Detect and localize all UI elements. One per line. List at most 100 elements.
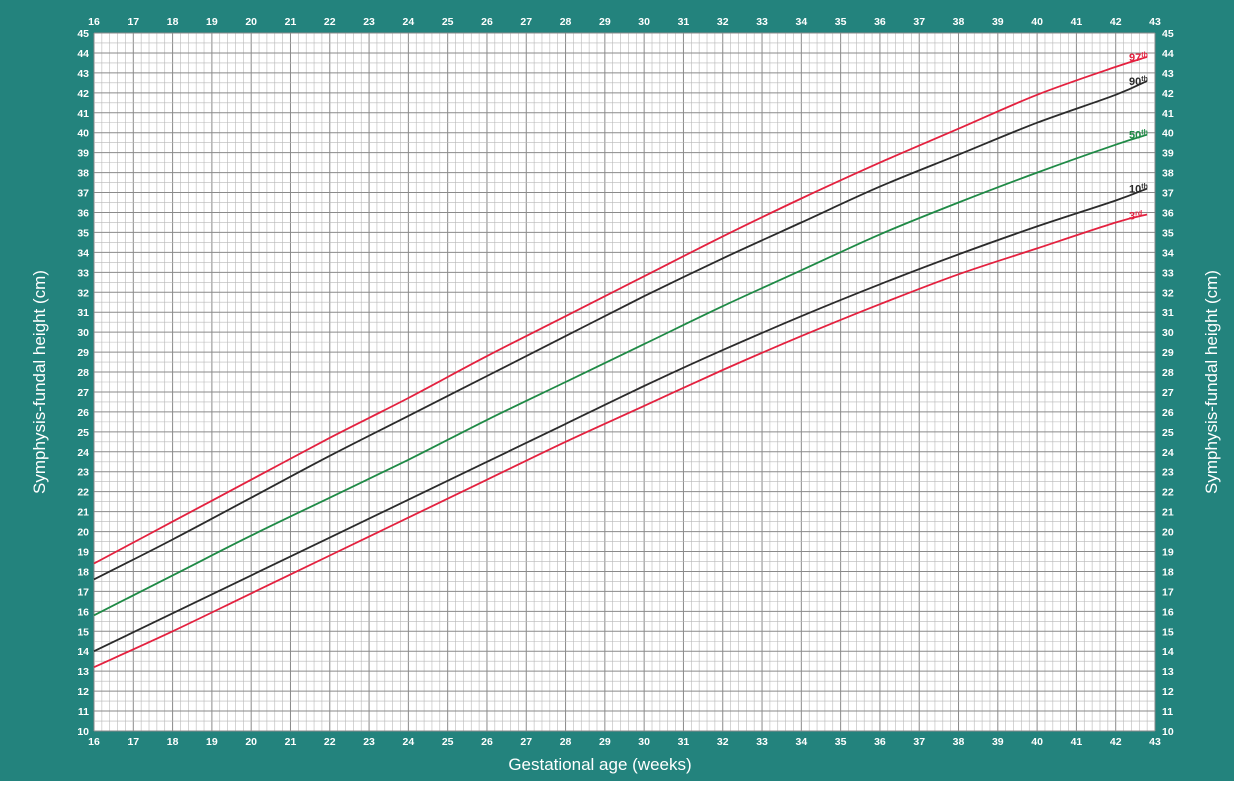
x-tick-label-top: 27 [520,16,532,28]
y-tick-label-left: 29 [77,347,89,359]
x-tick-label-top: 24 [403,16,415,28]
x-tick-label-bottom: 36 [874,736,886,748]
x-tick-label-top: 37 [913,16,925,28]
y-tick-label-right: 25 [1162,427,1174,439]
y-tick-label-right: 17 [1162,586,1174,598]
y-tick-label-right: 22 [1162,487,1174,499]
x-tick-label-bottom: 41 [1071,736,1083,748]
y-tick-label-right: 26 [1162,407,1174,419]
y-tick-label-right: 28 [1162,367,1174,379]
x-tick-label-top: 38 [953,16,965,28]
y-tick-label-left: 42 [77,88,89,100]
y-tick-label-right: 41 [1162,108,1174,120]
y-tick-label-left: 30 [77,327,89,339]
x-tick-label-bottom: 25 [442,736,454,748]
tick-labels: 16 16 17 17 18 18 19 19 20 20 21 21 22 22 23 23 24 24 25 25… [77,16,1174,748]
x-tick-label-top: 32 [717,16,729,28]
y-tick-label-right: 14 [1162,646,1174,658]
y-tick-label-right: 40 [1162,128,1174,140]
x-tick-label-top: 42 [1110,16,1122,28]
y-tick-label-right: 12 [1162,686,1174,698]
grid [93,32,1156,732]
x-tick-label-bottom: 23 [363,736,375,748]
y-tick-label-right: 32 [1162,287,1174,299]
x-tick-label-top: 23 [363,16,375,28]
y-tick-label-left: 41 [77,108,89,120]
y-tick-label-right: 24 [1162,447,1174,459]
x-tick-label-top: 16 [88,16,100,28]
x-tick-label-bottom: 38 [953,736,965,748]
y-tick-label-right: 34 [1162,247,1174,259]
y-tick-label-left: 26 [77,407,89,419]
x-axis-title: Gestational age (weeks) [508,755,691,774]
x-tick-label-top: 29 [599,16,611,28]
y-tick-label-left: 45 [77,28,89,40]
x-tick-label-bottom: 40 [1031,736,1043,748]
y-tick-label-left: 27 [77,387,89,399]
y-axis-title-right: Symphysis-fundal height (cm) [1202,270,1221,494]
y-axis-title-left: Symphysis-fundal height (cm) [30,270,49,494]
x-tick-label-bottom: 22 [324,736,336,748]
y-tick-label-left: 11 [78,706,89,718]
x-tick-label-top: 41 [1071,16,1083,28]
x-tick-label-bottom: 16 [88,736,100,748]
y-tick-label-right: 29 [1162,347,1174,359]
series-line-50th [93,133,1148,617]
x-tick-label-top: 39 [992,16,1004,28]
y-tick-label-left: 10 [77,726,89,738]
y-tick-label-right: 21 [1162,507,1174,519]
x-tick-label-bottom: 24 [403,736,415,748]
series-line-10th [93,187,1148,653]
x-tick-label-bottom: 17 [127,736,139,748]
y-tick-label-left: 18 [77,566,89,578]
x-tick-label-bottom: 35 [835,736,847,748]
y-tick-label-left: 24 [77,447,89,459]
x-tick-label-top: 17 [127,16,139,28]
y-tick-label-right: 13 [1162,666,1174,678]
x-tick-label-bottom: 33 [756,736,768,748]
y-tick-label-right: 19 [1162,547,1174,559]
y-tick-label-right: 43 [1162,68,1174,80]
x-tick-label-top: 20 [245,16,257,28]
x-tick-label-top: 31 [678,16,690,28]
y-tick-label-left: 32 [77,287,89,299]
y-tick-label-right: 37 [1162,188,1174,200]
y-tick-label-right: 20 [1162,527,1174,539]
y-tick-label-left: 25 [77,427,89,439]
x-tick-label-bottom: 39 [992,736,1004,748]
x-tick-label-top: 43 [1149,16,1161,28]
x-tick-label-top: 36 [874,16,886,28]
y-tick-label-left: 19 [77,547,89,559]
x-tick-label-bottom: 18 [167,736,179,748]
y-tick-label-left: 33 [77,267,89,279]
x-tick-label-top: 30 [638,16,650,28]
x-tick-label-top: 19 [206,16,218,28]
y-tick-label-left: 31 [77,307,89,319]
x-tick-label-bottom: 19 [206,736,218,748]
series-line-97th [93,56,1148,565]
y-tick-label-right: 10 [1162,726,1174,738]
x-tick-label-bottom: 26 [481,736,493,748]
y-tick-label-left: 14 [77,646,89,658]
x-tick-label-top: 34 [795,16,807,28]
y-tick-label-right: 30 [1162,327,1174,339]
x-tick-label-bottom: 20 [245,736,257,748]
y-tick-label-left: 38 [77,168,89,180]
y-tick-label-right: 38 [1162,168,1174,180]
y-tick-label-left: 21 [77,507,89,519]
x-tick-label-bottom: 37 [913,736,925,748]
y-tick-label-left: 35 [77,227,89,239]
y-tick-label-right: 36 [1162,207,1174,219]
y-tick-label-left: 22 [77,487,89,499]
x-tick-label-bottom: 30 [638,736,650,748]
x-tick-label-bottom: 27 [520,736,532,748]
y-tick-label-right: 42 [1162,88,1174,100]
y-tick-label-right: 33 [1162,267,1174,279]
y-tick-label-right: 18 [1162,566,1174,578]
x-tick-label-top: 33 [756,16,768,28]
y-tick-label-left: 39 [77,148,89,160]
series-line-90th [93,80,1148,581]
x-tick-label-top: 18 [167,16,179,28]
